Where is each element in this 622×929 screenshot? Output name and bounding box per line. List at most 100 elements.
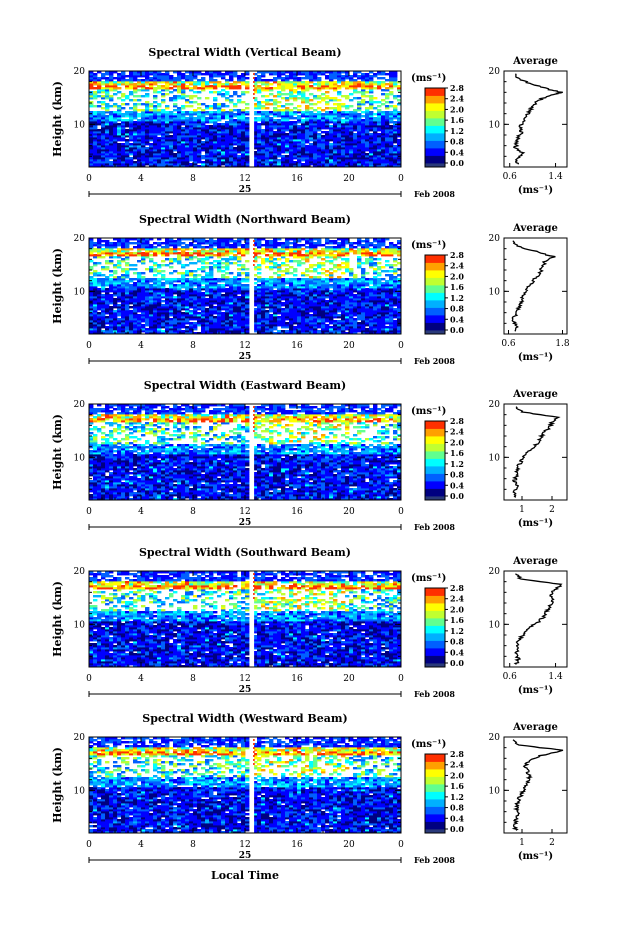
heatmap-cell [121,320,126,323]
heatmap-cell [313,302,318,305]
heatmap-cell [125,129,130,132]
heatmap-cell [377,294,382,297]
heatmap-cell [337,314,342,317]
heatmap-cell [377,308,382,311]
heatmap-cell [281,85,286,88]
heatmap-cell [381,83,386,86]
heatmap-cell [185,123,190,126]
heatmap-cell [233,125,238,128]
heatmap-cell [297,83,302,86]
heatmap-cell [313,133,318,136]
heatmap-cell [121,159,126,162]
heatmap-cell [277,95,282,98]
heatmap-cell [357,163,362,166]
heatmap-cell [289,306,294,309]
heatmap-cell [337,77,342,80]
colorbar-band [425,113,445,116]
heatmap-cell [93,318,98,321]
heatmap-cell [261,79,266,82]
heatmap-cell [381,137,386,140]
heatmap-cell [369,119,374,122]
heatmap-cell [237,326,242,329]
heatmap-cell [121,296,126,299]
heatmap-cell [309,129,314,132]
heatmap-cell [293,155,298,158]
heatmap-cell [225,330,230,333]
heatmap-cell [265,143,270,146]
heatmap-cell [385,320,390,323]
heatmap-cell [185,95,190,98]
heatmap-cell [349,75,354,78]
heatmap-cell [333,320,338,323]
heatmap-cell [301,316,306,319]
heatmap-cell [269,83,274,86]
heatmap-cell [233,119,238,122]
colorbar-band [425,92,445,94]
heatmap-cell [245,117,250,120]
heatmap-cell [193,157,198,160]
heatmap-cell [305,310,310,313]
heatmap-cell [293,71,298,74]
heatmap-cell [113,153,118,156]
heatmap-cell [389,286,394,289]
heatmap-cell [89,298,94,301]
heatmap-cell [129,320,134,323]
heatmap-cell [333,314,338,317]
heatmap-cell [173,302,178,305]
heatmap-cell [393,286,398,289]
heatmap-cell [349,302,354,305]
heatmap-cell [161,127,166,130]
heatmap-cell [377,127,382,130]
heatmap-cell [197,97,202,100]
heatmap-cell [261,141,266,144]
heatmap-cell [217,93,222,96]
heatmap-cell [345,97,350,100]
heatmap-cell [237,318,242,321]
heatmap-cell [329,290,334,293]
heatmap-cell [173,115,178,118]
heatmap-cell [257,153,262,156]
heatmap-cell [149,131,154,134]
heatmap-cell [133,300,138,303]
heatmap-cell [229,302,234,305]
heatmap-cell [257,320,262,323]
heatmap-cell [385,97,390,100]
heatmap-cell [241,125,246,128]
heatmap-cell [149,286,154,289]
heatmap-cell [197,312,202,315]
heatmap-cell [205,302,210,305]
heatmap-cell [245,125,250,128]
heatmap-cell [137,71,142,74]
heatmap-cell [157,288,162,291]
heatmap-cell [193,137,198,140]
heatmap-cell [173,109,178,112]
heatmap-cell [117,300,122,303]
heatmap-cell [145,308,150,311]
heatmap-cell [117,79,122,82]
heatmap-cell [169,113,174,116]
heatmap-cell [345,310,350,313]
heatmap-cell [269,328,274,331]
heatmap-cell [149,129,154,132]
heatmap-cell [345,324,350,327]
heatmap-cell [261,121,266,124]
heatmap-cell [305,121,310,124]
heatmap-cell [205,141,210,144]
heatmap-cell [169,298,174,301]
data-gap [250,71,255,167]
heatmap-cell [101,141,106,144]
heatmap-cell [241,163,246,166]
heatmap-cell [297,93,302,96]
heatmap-cell [97,330,102,333]
heatmap-cell [137,302,142,305]
heatmap-cell [257,143,262,146]
heatmap-cell [101,318,106,321]
heatmap-cell [149,290,154,293]
heatmap-cell [189,302,194,305]
heatmap-cell [125,119,130,122]
heatmap-cell [97,119,102,122]
heatmap-cell [377,137,382,140]
heatmap-cell [109,143,114,146]
heatmap-cell [377,145,382,148]
heatmap-cell [121,304,126,307]
